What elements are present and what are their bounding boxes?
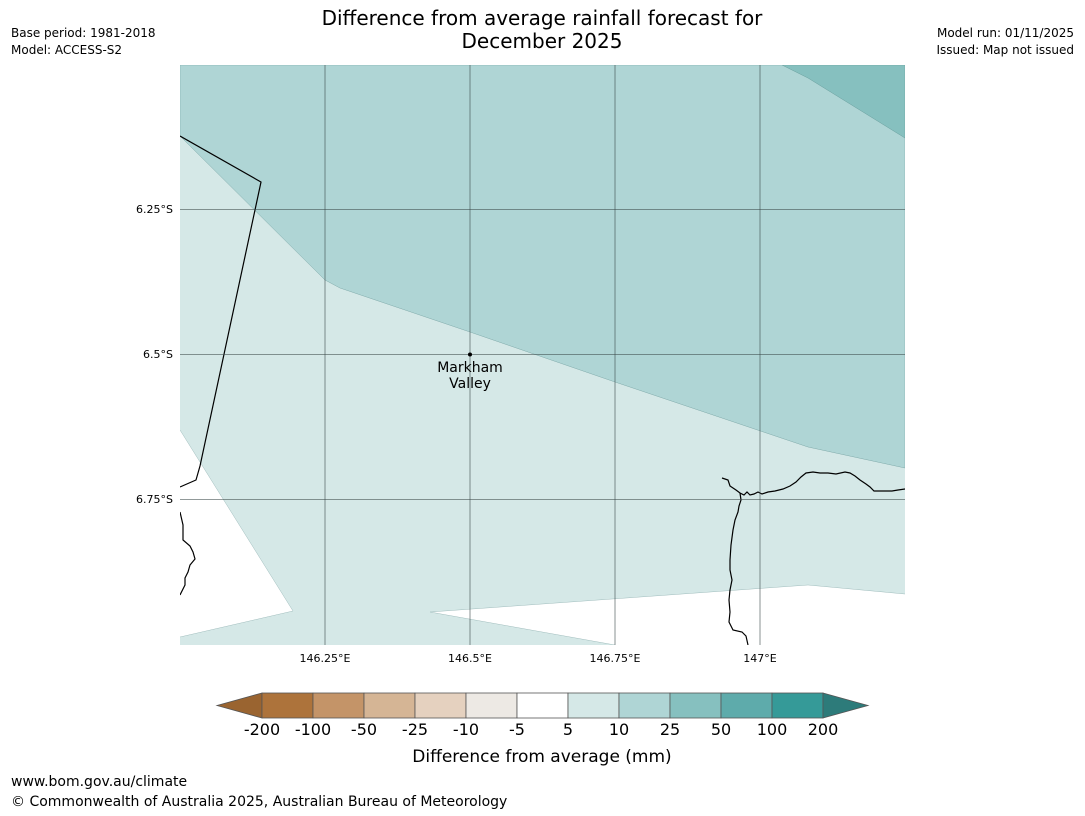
lon-label-146-75: 146.75°E (590, 652, 641, 665)
issued-text: Issued: Map not issued (936, 43, 1074, 57)
colorbar-tick-label: -200 (244, 720, 280, 739)
colorbar-swatch (618, 692, 671, 719)
colorbar-tick-label: 10 (609, 720, 629, 739)
footer-url[interactable]: www.bom.gov.au/climate (11, 774, 188, 790)
coastline-border (180, 135, 905, 645)
lat-label-6-75: 6.75°S (136, 493, 173, 506)
colorbar-extend-low (215, 692, 263, 719)
region-25-50 (781, 65, 905, 139)
colorbar-tick-label: -50 (351, 720, 377, 739)
colorbar-tick-label: 25 (660, 720, 680, 739)
colorbar-tick-label: -10 (453, 720, 479, 739)
lat-label-6-25: 6.25°S (136, 203, 173, 216)
colorbar-tick-label: 5 (563, 720, 573, 739)
lat-label-6-5: 6.5°S (143, 348, 173, 361)
colorbar-swatch (363, 692, 416, 719)
colorbar: -200 -100 -50 -25 -10 -5 5 10 25 50 100 200 (215, 692, 870, 739)
colorbar-swatch (516, 692, 569, 719)
colorbar-tick-label: -100 (295, 720, 331, 739)
lon-label-146-5: 146.5°E (448, 652, 492, 665)
place-label-line-1: Markham (437, 360, 503, 376)
colorbar-swatch (261, 692, 314, 719)
colorbar-tick-label: 100 (757, 720, 788, 739)
model-text: Model: ACCESS-S2 (11, 43, 123, 57)
colorbar-label: Difference from average (mm) (412, 747, 671, 767)
map-title: Difference from average rainfall forecas… (292, 7, 792, 53)
region-border-s2 (429, 611, 616, 645)
colorbar-tick-label: -5 (509, 720, 525, 739)
title-line-2: December 2025 (461, 29, 623, 53)
map-panel (180, 65, 905, 645)
colorbar-tick-label: -25 (402, 720, 428, 739)
region-border-s (429, 584, 905, 613)
title-line-1: Difference from average rainfall forecas… (321, 6, 763, 30)
colorbar-tick-label: 50 (711, 720, 731, 739)
colorbar-swatch (771, 692, 824, 719)
place-label-line-2: Valley (449, 376, 491, 392)
markham-valley-marker (468, 352, 472, 357)
meta-left: Base period: 1981-2018 Model: ACCESS-S2 (11, 25, 156, 59)
base-period-text: Base period: 1981-2018 (11, 26, 156, 40)
meta-right: Model run: 01/11/2025 Issued: Map not is… (936, 25, 1074, 59)
colorbar-swatch (414, 692, 467, 719)
colorbar-swatch (669, 692, 722, 719)
region-border-sw (180, 429, 294, 638)
colorbar-extend-high (822, 692, 870, 719)
colorbar-tick-label: 200 (808, 720, 839, 739)
model-run-text: Model run: 01/11/2025 (936, 26, 1074, 40)
colorbar-swatch (465, 692, 518, 719)
region-no-change-s (430, 585, 905, 645)
colorbar-swatch (567, 692, 620, 719)
colorbar-swatch (720, 692, 773, 719)
footer-copyright: © Commonwealth of Australia 2025, Austra… (11, 794, 508, 810)
lon-label-147: 147°E (743, 652, 776, 665)
region-10-25 (180, 65, 905, 469)
colorbar-swatch (312, 692, 365, 719)
lon-label-146-25: 146.25°E (300, 652, 351, 665)
region-no-change-sw (180, 430, 293, 637)
